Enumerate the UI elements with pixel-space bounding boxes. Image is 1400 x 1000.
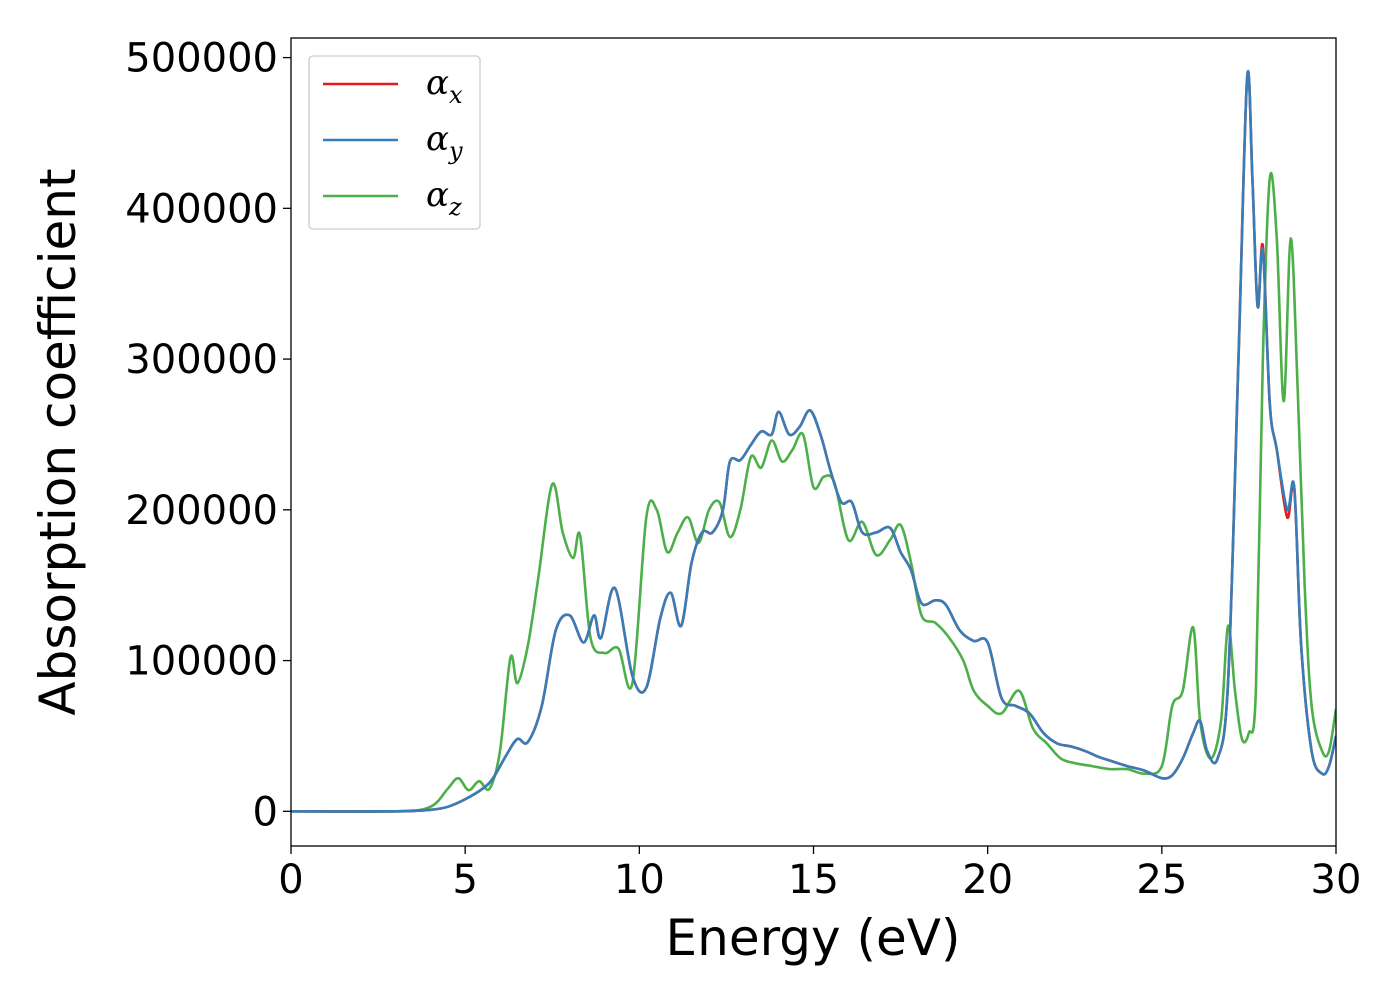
legend-label-x: αx	[426, 63, 463, 109]
y-tick-label: 300000	[125, 337, 278, 383]
x-tick-label: 5	[452, 857, 477, 903]
y-tick-label: 500000	[125, 36, 278, 82]
x-axis-label: Energy (eV)	[666, 909, 961, 967]
x-tick-label: 15	[788, 857, 839, 903]
series-line-z	[291, 171, 1336, 813]
x-axis: 0 5 10 15 20 25 30	[278, 846, 1361, 903]
x-tick-label: 0	[278, 857, 303, 903]
legend-label-y: αy	[426, 119, 463, 165]
series-layer	[291, 70, 1336, 813]
legend-box	[308, 55, 481, 230]
y-axis: 0 100000 200000 300000 400000 500000	[125, 36, 291, 835]
y-tick-label: 100000	[125, 639, 278, 685]
x-tick-label: 10	[614, 857, 665, 903]
y-tick-label: 0	[253, 789, 278, 835]
y-tick-label: 200000	[125, 488, 278, 534]
x-tick-label: 30	[1311, 857, 1362, 903]
x-tick-label: 20	[962, 857, 1013, 903]
legend-label-z: αz	[426, 175, 462, 221]
legend: αx αy αz	[308, 55, 481, 230]
y-axis-label: Absorption coefficient	[29, 168, 87, 715]
x-tick-label: 25	[1136, 857, 1187, 903]
y-tick-label: 400000	[125, 186, 278, 232]
series-line-y	[291, 70, 1336, 813]
